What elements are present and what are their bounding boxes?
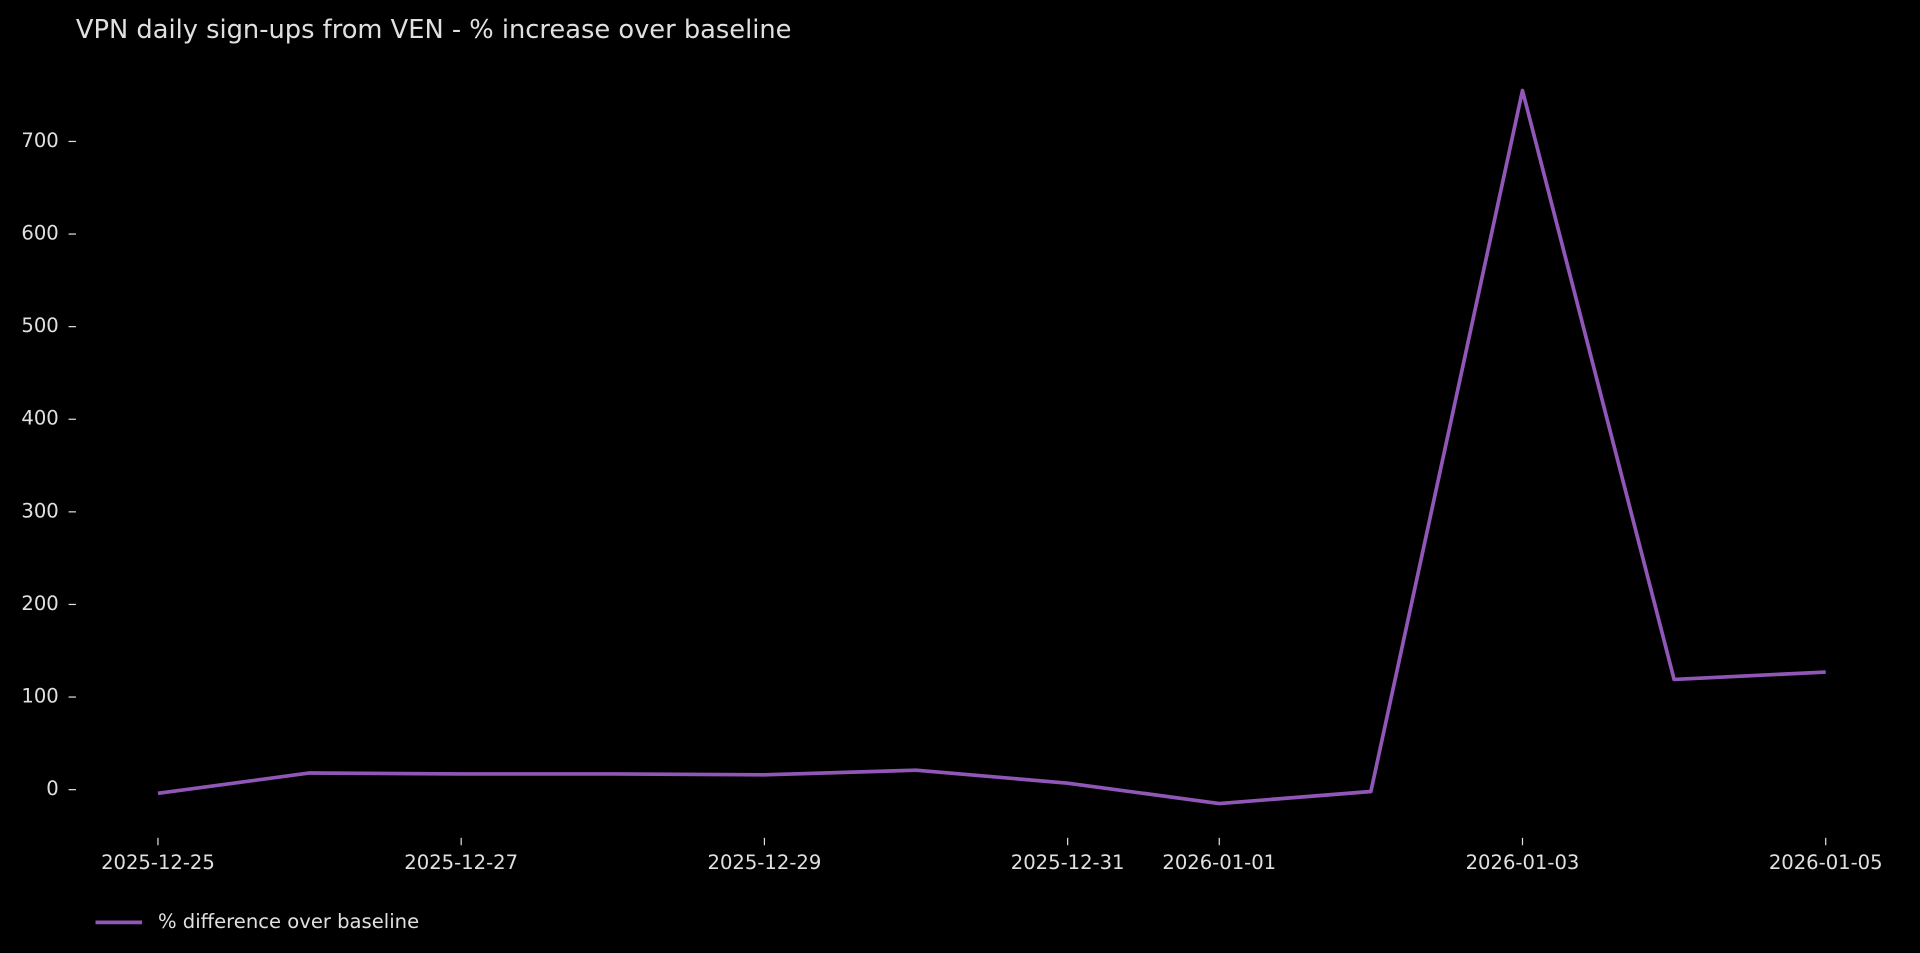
y-tick-label: 500 xyxy=(21,314,58,337)
y-tick-label: 700 xyxy=(21,129,58,152)
chart-title: VPN daily sign-ups from VEN - % increase… xyxy=(76,15,792,45)
x-tick-label: 2026-01-03 xyxy=(1466,851,1580,874)
y-tick-label: 200 xyxy=(21,592,58,615)
x-tick-label: 2025-12-27 xyxy=(404,851,518,874)
y-tick-label: 100 xyxy=(21,685,58,708)
x-tick-label: 2026-01-01 xyxy=(1162,851,1276,874)
y-tick-label: 0 xyxy=(46,777,58,800)
x-tick-label: 2025-12-29 xyxy=(708,851,822,874)
x-tick-label: 2025-12-25 xyxy=(101,851,215,874)
y-tick-label: 600 xyxy=(21,222,58,245)
legend-label: % difference over baseline xyxy=(158,910,419,933)
y-tick-label: 300 xyxy=(21,499,58,522)
x-tick-label: 2026-01-05 xyxy=(1769,851,1883,874)
y-tick-label: 400 xyxy=(21,407,58,430)
x-tick-label: 2025-12-31 xyxy=(1011,851,1125,874)
data-line xyxy=(157,88,1826,806)
